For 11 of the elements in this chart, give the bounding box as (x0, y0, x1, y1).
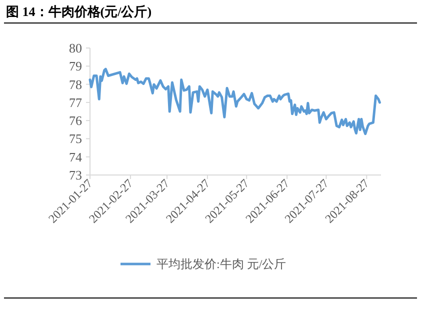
legend-label: 平均批发价:牛肉 元/公斤 (156, 257, 286, 271)
y-tick-label: 75 (69, 131, 82, 146)
legend: 平均批发价:牛肉 元/公斤 (120, 257, 286, 271)
y-tick-label: 73 (69, 168, 82, 182)
title: 图 14：牛肉价格(元/公斤) (6, 4, 152, 19)
y-tick-label: 79 (69, 58, 82, 74)
y-tick-label: 78 (69, 76, 82, 92)
y-tick-label: 74 (69, 149, 82, 164)
y-tick-label: 80 (69, 40, 82, 56)
y-tick-label: 76 (69, 113, 82, 128)
y-tick-label: 77 (69, 94, 82, 110)
